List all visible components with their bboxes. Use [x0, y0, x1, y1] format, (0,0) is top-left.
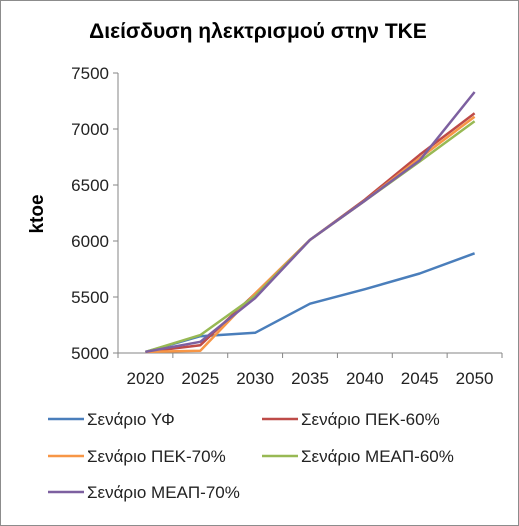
x-tick-label: 2035 — [291, 369, 329, 388]
legend-item: Σενάριο ΠΕΚ-60% — [262, 410, 440, 429]
x-tick-label: 2025 — [181, 369, 219, 388]
legend-label: Σενάριο ΜΕΑΠ-60% — [301, 447, 454, 466]
x-tick-label: 2030 — [236, 369, 274, 388]
legend-item: Σενάριο ΜΕΑΠ-70% — [48, 483, 240, 502]
y-axis-label: ktoe — [27, 194, 48, 233]
x-tick-label: 2050 — [456, 369, 494, 388]
y-tick-label: 5000 — [71, 344, 109, 363]
legend-item: Σενάριο ΠΕΚ-70% — [48, 447, 226, 466]
series-line-2 — [145, 112, 476, 354]
axes: 5000 5500 6000 6500 7000 7500 2020 2025 2030 2035… — [71, 64, 503, 388]
y-tick-label: 7500 — [71, 64, 109, 83]
y-tick-label: 7000 — [71, 120, 109, 139]
legend-item: Σενάριο ΥΦ — [48, 410, 175, 429]
y-tick-label: 5500 — [71, 288, 109, 307]
series-line-4 — [145, 120, 476, 354]
y-tick-label: 6500 — [71, 176, 109, 195]
legend-label: Σενάριο ΠΕΚ-70% — [87, 447, 226, 466]
chart-title: Διείσδυση ηλεκτρισμού στην ΤΚΕ — [89, 20, 427, 43]
x-tick-label: 2040 — [346, 369, 384, 388]
legend-item: Σενάριο ΜΕΑΠ-60% — [262, 447, 454, 466]
legend-label: Σενάριο ΥΦ — [87, 410, 175, 429]
legend-label: Σενάριο ΠΕΚ-60% — [301, 410, 440, 429]
series-lines — [145, 91, 476, 354]
legend: Σενάριο ΥΦ Σενάριο ΠΕΚ-60% Σενάριο ΠΕΚ-70%… — [48, 410, 454, 502]
y-tick-label: 6000 — [71, 232, 109, 251]
legend-label: Σενάριο ΜΕΑΠ-70% — [87, 483, 240, 502]
series-line-5 — [145, 91, 476, 354]
x-tick-label: 2045 — [401, 369, 439, 388]
x-tick-label: 2020 — [127, 369, 165, 388]
